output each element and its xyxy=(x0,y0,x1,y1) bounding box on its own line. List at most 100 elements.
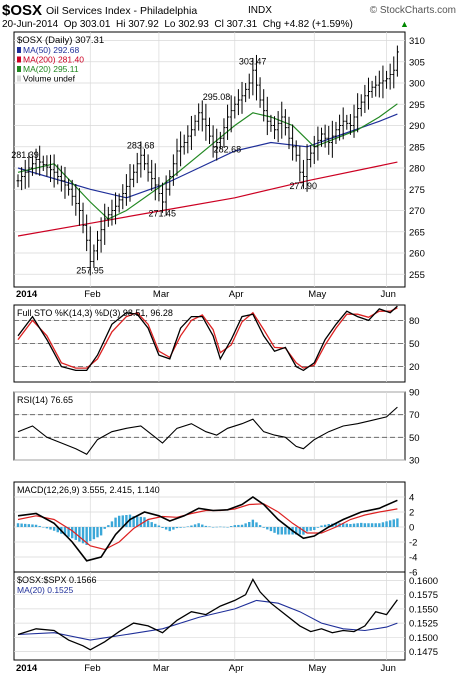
price-bar xyxy=(265,96,269,136)
price-bar xyxy=(359,94,363,117)
sto-title: Full STO %K(14,3) %D(3) 98.51, 96.28 xyxy=(17,308,173,318)
macd-histogram-bar xyxy=(157,525,161,527)
macd-histogram-bar xyxy=(208,526,211,527)
price-bar xyxy=(106,206,110,227)
price-bar xyxy=(179,131,183,167)
macd-histogram-bar xyxy=(273,527,276,533)
ma20-line xyxy=(17,103,398,220)
macd-histogram-bar xyxy=(117,515,121,527)
price-bar xyxy=(128,164,132,202)
macd-histogram-bar xyxy=(298,527,302,535)
price-month-label: Apr xyxy=(229,289,244,300)
price-bar xyxy=(211,125,215,158)
macd-histogram-bar xyxy=(363,523,367,527)
price-bar xyxy=(233,96,237,119)
price-bar xyxy=(56,164,60,185)
sto-panel-tick-label: 80 xyxy=(409,316,420,327)
ratio-month-label: May xyxy=(308,663,326,674)
price-bar xyxy=(366,77,370,110)
sto-panel-tick-label: 50 xyxy=(409,339,420,350)
macd-histogram-bar xyxy=(341,523,345,527)
price-bar xyxy=(99,217,103,253)
macd-histogram-bar xyxy=(237,524,240,527)
price-month-label: 2014 xyxy=(16,289,38,300)
macd-histogram-bar xyxy=(193,524,197,527)
macd-histogram-bar xyxy=(280,527,283,535)
macd-histogram-bar xyxy=(128,514,132,527)
price-bar xyxy=(81,202,85,234)
price-bar xyxy=(114,192,118,225)
ratio-month-label: Jun xyxy=(381,663,396,674)
macd-histogram-bar xyxy=(56,527,59,533)
price-month-label: Jun xyxy=(381,289,396,300)
price-annotation: 257.95 xyxy=(76,266,104,276)
credit: © StockCharts.com xyxy=(369,5,456,16)
macd-histogram-bar xyxy=(186,526,190,527)
macd-histogram-bar xyxy=(356,523,359,527)
ratio-line xyxy=(17,578,398,651)
macd-histogram-bar xyxy=(45,527,49,529)
price-annotation: 303.47 xyxy=(239,56,267,66)
macd-histogram-bar xyxy=(327,524,330,527)
macd-histogram-bar xyxy=(92,527,96,540)
price-bar xyxy=(153,163,157,201)
macd-histogram-bar xyxy=(349,524,352,527)
sto-d-line xyxy=(17,307,398,369)
price-panel-tick-label: 260 xyxy=(409,249,425,260)
price-bar xyxy=(251,57,255,96)
price-bar xyxy=(269,114,273,132)
price-bar xyxy=(208,117,211,144)
rsi-title: RSI(14) 76.65 xyxy=(17,395,73,405)
ratio-month-label: Apr xyxy=(229,663,244,674)
macd-histogram-bar xyxy=(139,516,143,527)
price-month-label: Mar xyxy=(153,289,169,300)
price-bar xyxy=(229,95,233,133)
macd-histogram-bar xyxy=(31,524,34,527)
price-bar xyxy=(254,54,258,101)
price-annotation: 271.45 xyxy=(149,208,177,218)
rsi-panel-tick-label: 90 xyxy=(409,388,420,399)
macd-histogram-bar xyxy=(99,527,103,536)
macd-panel-tick-label: -2 xyxy=(409,538,417,549)
legend-swatch xyxy=(17,47,21,53)
macd-histogram-bar xyxy=(367,523,370,527)
macd-histogram-bar xyxy=(313,527,316,530)
rsi-panel-tick-label: 30 xyxy=(409,456,420,467)
macd-histogram-bar xyxy=(269,527,273,532)
price-bar xyxy=(298,145,302,182)
price-bar xyxy=(374,75,378,97)
price-bar xyxy=(200,100,204,132)
macd-histogram-bar xyxy=(132,516,135,527)
macd-panel-tick-label: 2 xyxy=(409,508,414,519)
macd-histogram-bar xyxy=(385,521,388,527)
price-bar xyxy=(150,159,154,191)
price-panel-tick-label: 300 xyxy=(409,79,425,90)
price-panel-tick-label: 275 xyxy=(409,185,425,196)
macd-histogram-bar xyxy=(211,527,215,528)
macd-histogram-bar xyxy=(251,519,255,527)
ratio-panel-tick-label: 0.1550 xyxy=(409,604,438,615)
macd-histogram-bar xyxy=(34,524,38,527)
price-bar xyxy=(381,65,385,99)
price-bar xyxy=(142,148,146,171)
legend-swatch xyxy=(17,56,21,63)
price-month-label: May xyxy=(308,289,326,300)
price-bar xyxy=(392,56,396,89)
price-bar xyxy=(27,152,31,188)
price-panel-tick-label: 305 xyxy=(409,57,425,68)
price-bar xyxy=(168,170,172,196)
legend-entry: MA(200) 281.40 xyxy=(23,55,84,65)
legend-entry: MA(50) 292.68 xyxy=(23,45,79,55)
ratio-month-label: 2014 xyxy=(16,663,38,674)
macd-histogram-bar xyxy=(345,523,349,527)
macd-histogram-bar xyxy=(248,522,251,527)
legend-swatch xyxy=(17,75,21,82)
macd-histogram-bar xyxy=(164,527,168,530)
price-bar xyxy=(312,135,316,164)
macd-histogram-bar xyxy=(20,523,23,527)
macd-histogram-bar xyxy=(276,527,280,535)
price-annotation: 282.68 xyxy=(214,145,242,155)
macd-histogram-bar xyxy=(27,524,31,527)
ratio-month-label: Mar xyxy=(153,663,169,674)
price-panel-tick-label: 255 xyxy=(409,270,425,281)
